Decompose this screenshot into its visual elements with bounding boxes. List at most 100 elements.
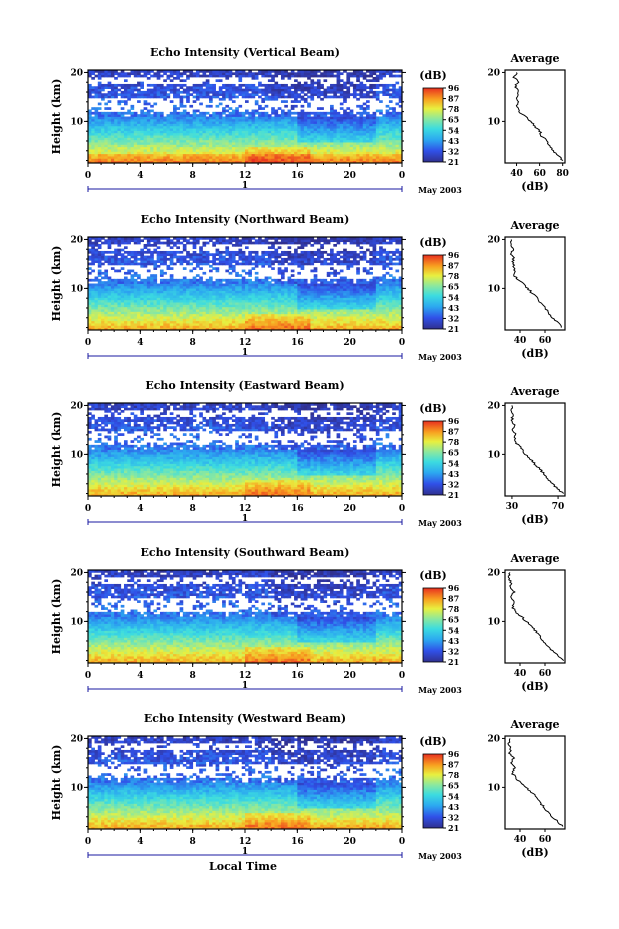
heatmap-cell — [297, 151, 301, 155]
heatmap-cell — [218, 70, 223, 73]
heatmap-cell — [366, 144, 370, 148]
heatmap-cell — [271, 137, 275, 141]
heatmap-cell — [91, 156, 95, 159]
heatmap-cell — [169, 114, 174, 117]
heatmap-cell — [277, 295, 282, 298]
heatmap-cell — [382, 292, 387, 296]
heatmap-cell — [251, 153, 256, 157]
heatmap-cell — [222, 83, 226, 87]
heatmap-cell — [372, 158, 377, 162]
heatmap-cell — [179, 79, 184, 83]
heatmap-cell — [117, 295, 122, 298]
heatmap-cell — [274, 323, 279, 326]
heatmap-cell — [225, 74, 230, 78]
heatmap-cell — [127, 295, 131, 298]
heatmap-cell — [104, 306, 109, 310]
heatmap-cell — [307, 144, 311, 148]
heatmap-cell — [245, 83, 249, 87]
heatmap-cell — [369, 146, 373, 150]
heatmap-cell — [356, 156, 360, 159]
heatmap-cell — [326, 292, 331, 296]
heatmap-cell — [359, 158, 364, 162]
heatmap-cell — [254, 288, 259, 291]
heatmap-cell — [104, 320, 109, 324]
heatmap-cell — [297, 146, 301, 150]
heatmap-cell — [238, 137, 243, 141]
heatmap-cell — [192, 311, 197, 315]
heatmap-cell — [310, 327, 315, 331]
heatmap-cell — [352, 88, 357, 92]
heatmap-cell — [140, 125, 144, 129]
heatmap-cell — [186, 299, 190, 303]
heatmap-cell — [267, 118, 272, 122]
heatmap-cell — [382, 318, 387, 322]
heatmap-cell — [222, 107, 226, 110]
heatmap-cell — [209, 313, 213, 317]
heatmap-cell — [189, 304, 194, 308]
heatmap-cell — [107, 142, 112, 145]
heatmap-cell — [258, 123, 262, 127]
heatmap-cell — [153, 144, 158, 148]
heatmap-cell — [254, 132, 259, 136]
heatmap-cell — [110, 74, 115, 78]
heatmap-cell — [110, 160, 115, 164]
heatmap-cell — [209, 97, 213, 101]
heatmap-cell — [287, 288, 292, 291]
heatmap-cell — [238, 292, 243, 296]
heatmap-cell — [120, 316, 125, 319]
heatmap-cell — [392, 149, 396, 152]
heatmap-cell — [153, 139, 158, 143]
heatmap-cell — [143, 327, 148, 331]
heatmap-cell — [228, 97, 233, 101]
heatmap-cell — [88, 160, 92, 164]
heatmap-cell — [258, 327, 262, 331]
heatmap-cell — [375, 288, 380, 291]
heatmap-cell — [307, 86, 311, 89]
heatmap-cell — [186, 304, 190, 308]
heatmap-cell — [222, 90, 226, 94]
heatmap-cell — [202, 93, 207, 96]
heatmap-cell — [241, 74, 246, 78]
heatmap-cell — [287, 158, 292, 162]
heatmap-cell — [101, 318, 105, 322]
heatmap-cell — [320, 132, 324, 136]
heatmap-cell — [88, 90, 92, 94]
heatmap-cell — [310, 285, 315, 289]
heatmap-cell — [346, 144, 351, 148]
heatmap-cell — [392, 158, 396, 162]
heatmap-cell — [176, 318, 180, 322]
heatmap-cell — [313, 121, 318, 124]
heatmap-cell — [320, 149, 324, 152]
heatmap-cell — [156, 142, 161, 145]
heatmap-cell — [127, 323, 131, 326]
heatmap-cell — [173, 283, 177, 287]
heatmap-cell — [313, 81, 318, 85]
heatmap-cell — [215, 144, 220, 148]
heatmap-cell — [189, 118, 194, 122]
heatmap-cell — [186, 125, 190, 129]
heatmap-cell — [290, 302, 295, 305]
heatmap-cell — [248, 74, 252, 78]
heatmap-cell — [140, 139, 144, 143]
heatmap-cell — [228, 88, 233, 92]
heatmap-cell — [274, 285, 279, 289]
heatmap-cell — [303, 114, 308, 117]
heatmap-cell — [271, 123, 275, 127]
heatmap-cell — [323, 323, 328, 326]
heatmap-cell — [182, 297, 187, 301]
heatmap-cell — [362, 137, 367, 141]
heatmap-cell — [251, 90, 256, 94]
heatmap-cell — [110, 149, 115, 152]
heatmap-cell — [205, 323, 210, 326]
heatmap-cell — [133, 149, 138, 152]
heatmap-cell — [264, 313, 269, 317]
heatmap-cell — [313, 320, 318, 324]
heatmap-cell — [202, 302, 207, 305]
heatmap-cell — [133, 309, 138, 312]
heatmap-cell — [398, 290, 403, 294]
heatmap-cell — [297, 118, 301, 122]
heatmap-cell — [117, 327, 122, 331]
heatmap-cell — [94, 304, 99, 308]
heatmap-cell — [146, 125, 151, 129]
heatmap-cell — [339, 323, 344, 326]
